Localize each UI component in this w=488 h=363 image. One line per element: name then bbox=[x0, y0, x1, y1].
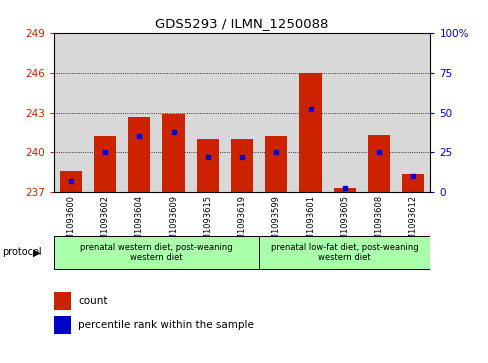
Bar bbox=[293, 33, 327, 192]
Bar bbox=[128, 117, 150, 192]
Bar bbox=[196, 139, 219, 192]
Text: percentile rank within the sample: percentile rank within the sample bbox=[78, 320, 254, 330]
Bar bbox=[88, 33, 122, 192]
Title: GDS5293 / ILMN_1250088: GDS5293 / ILMN_1250088 bbox=[155, 17, 328, 30]
Bar bbox=[259, 33, 293, 192]
FancyBboxPatch shape bbox=[54, 236, 259, 269]
Bar bbox=[60, 171, 82, 192]
Bar bbox=[54, 316, 71, 334]
Bar bbox=[94, 136, 116, 192]
Bar bbox=[54, 292, 71, 310]
Bar bbox=[54, 33, 88, 192]
Bar bbox=[190, 33, 224, 192]
Bar bbox=[122, 33, 156, 192]
Text: ▶: ▶ bbox=[33, 247, 41, 257]
Bar bbox=[224, 33, 259, 192]
Bar bbox=[367, 135, 389, 192]
Text: count: count bbox=[78, 296, 107, 306]
Text: prenatal low-fat diet, post-weaning
western diet: prenatal low-fat diet, post-weaning west… bbox=[270, 242, 418, 262]
Text: prenatal western diet, post-weaning
western diet: prenatal western diet, post-weaning west… bbox=[80, 242, 232, 262]
Bar bbox=[162, 114, 184, 192]
Bar bbox=[401, 174, 424, 192]
Bar bbox=[230, 139, 253, 192]
Bar bbox=[156, 33, 190, 192]
Bar bbox=[327, 33, 361, 192]
Bar bbox=[333, 188, 355, 192]
FancyBboxPatch shape bbox=[259, 236, 429, 269]
Bar bbox=[264, 136, 287, 192]
Bar bbox=[299, 73, 321, 192]
Text: protocol: protocol bbox=[2, 247, 42, 257]
Bar bbox=[395, 33, 429, 192]
Bar bbox=[361, 33, 395, 192]
